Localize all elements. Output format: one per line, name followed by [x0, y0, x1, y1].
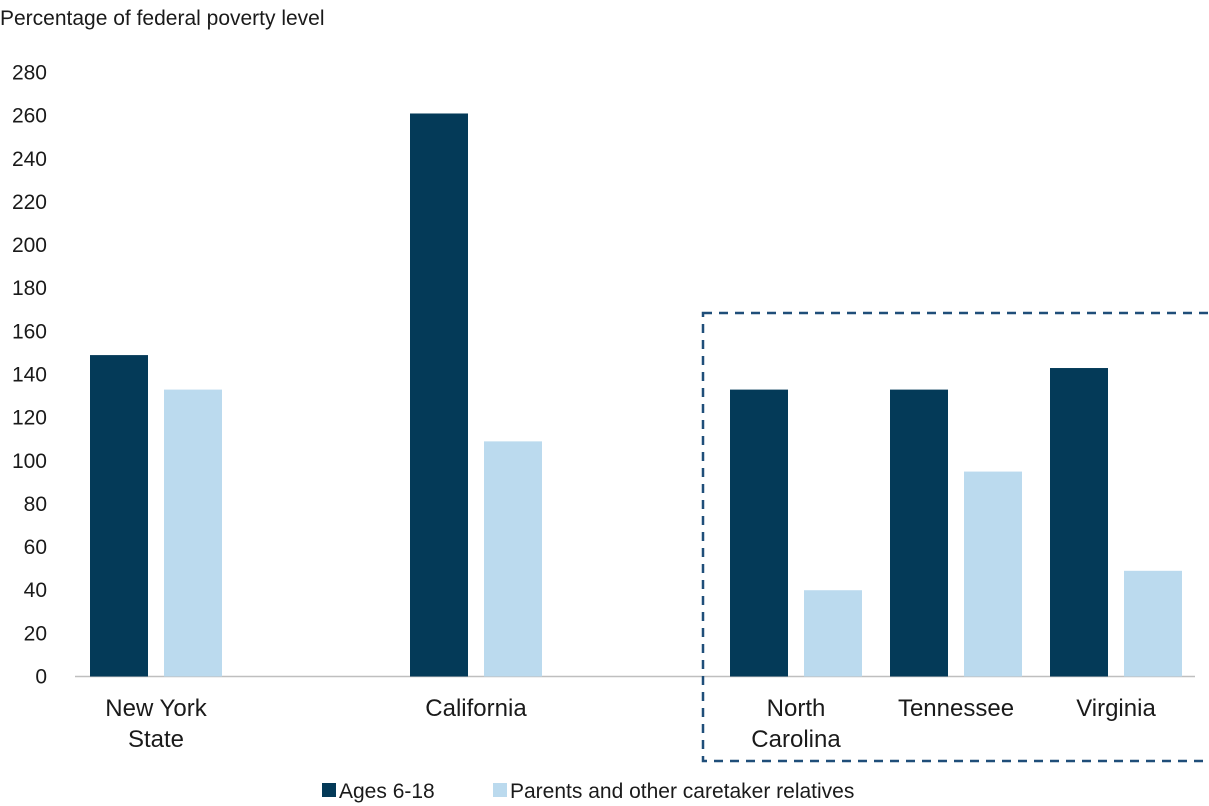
- bar-north-carolina-parents-and-other-caretaker-relatives: [804, 590, 862, 677]
- bar-tennessee-ages-6-18: [890, 389, 948, 677]
- bar-virginia-parents-and-other-caretaker-relatives: [1124, 570, 1182, 677]
- bar-new-york-state-parents-and-other-caretaker-relatives: [164, 389, 222, 677]
- legend-label-parents-and-other-caretaker-relatives: Parents and other caretaker relatives: [510, 780, 854, 803]
- category-label-california: California: [425, 695, 527, 722]
- y-tick-label-80: 80: [24, 493, 47, 516]
- bar-virginia-ages-6-18: [1050, 368, 1108, 677]
- legend-label-ages-6-18: Ages 6-18: [339, 780, 435, 803]
- y-tick-label-100: 100: [12, 450, 47, 473]
- category-label-tennessee: Tennessee: [898, 695, 1014, 722]
- y-tick-label-240: 240: [12, 148, 47, 171]
- bar-tennessee-parents-and-other-caretaker-relatives: [964, 471, 1022, 677]
- highlight-box: [701, 311, 1209, 763]
- y-tick-label-220: 220: [12, 191, 47, 214]
- y-axis-ticks: 0 20 40 60 80 100 120 140 160 180 200 220 240 260 280: [12, 62, 47, 689]
- bar-new-york-state-ages-6-18: [90, 355, 148, 677]
- category-label-virginia: Virginia: [1076, 695, 1156, 722]
- category-label-north-carolina: North Carolina: [751, 695, 841, 753]
- bar-california-parents-and-other-caretaker-relatives: [484, 441, 542, 677]
- legend-swatch-parents-and-other-caretaker-relatives: [493, 783, 507, 797]
- y-tick-label-260: 260: [12, 105, 47, 128]
- legend: Ages 6-18 Parents and other caretaker rel…: [322, 780, 854, 803]
- legend-swatch-ages-6-18: [322, 783, 336, 797]
- y-axis-label: Percentage of federal poverty level: [0, 7, 325, 30]
- y-tick-label-0: 0: [35, 666, 47, 689]
- bars: [90, 113, 1182, 677]
- y-tick-label-160: 160: [12, 320, 47, 343]
- y-tick-label-40: 40: [24, 579, 47, 602]
- y-tick-label-180: 180: [12, 277, 47, 300]
- y-tick-label-120: 120: [12, 407, 47, 430]
- y-tick-label-140: 140: [12, 364, 47, 387]
- bar-california-ages-6-18: [410, 113, 468, 677]
- bar-north-carolina-ages-6-18: [730, 389, 788, 677]
- y-tick-label-280: 280: [12, 62, 47, 85]
- y-tick-label-20: 20: [24, 622, 47, 645]
- category-label-new-york-state: New York State: [105, 695, 207, 753]
- category-labels: New York State California North Carolina Tenn…: [105, 695, 1156, 753]
- y-tick-label-60: 60: [24, 536, 47, 559]
- y-tick-label-200: 200: [12, 234, 47, 257]
